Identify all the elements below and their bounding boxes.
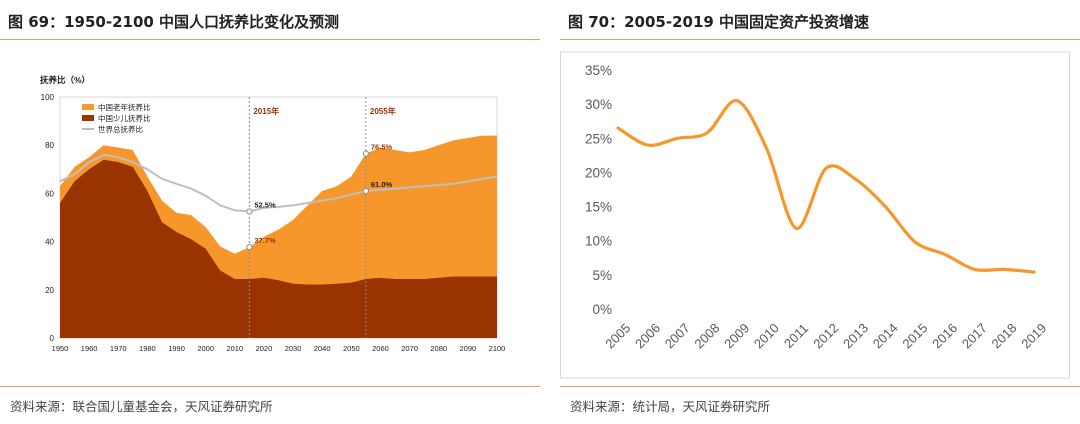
x-tick-label: 2100	[489, 344, 506, 353]
x-tick-label: 2018	[989, 320, 1020, 351]
y-tick-label: 100	[41, 93, 55, 102]
y-tick-label: 20%	[585, 165, 612, 180]
annotation-point	[246, 244, 253, 251]
x-tick-label: 2000	[197, 344, 214, 353]
x-tick-label: 1950	[52, 344, 69, 353]
x-tick-label: 2013	[840, 320, 871, 351]
annotation-point	[362, 187, 369, 195]
x-tick-label: 2060	[372, 344, 389, 353]
x-tick-label: 2030	[285, 344, 302, 353]
x-tick-label: 2020	[256, 344, 273, 353]
annotation-label: 76.5%	[371, 143, 393, 152]
legend-label: 中国老年抚养比	[98, 102, 151, 112]
left-figure-panel: 图 69：1950-2100 中国人口抚养比变化及预测 抚养比（%） 0 20 40 6…	[0, 13, 540, 414]
x-tick-label: 2010	[226, 344, 243, 353]
x-tick-label: 2006	[632, 320, 663, 351]
fixed-asset-investment-chart: 0%5%10%15%20%25%30%35%200520062007200820…	[560, 51, 1070, 379]
x-tick-label: 2005	[602, 320, 633, 351]
annotation-label: 61.0%	[371, 180, 393, 189]
y-tick-label: 0	[50, 334, 55, 343]
y-tick-label: 5%	[592, 268, 612, 283]
right-figure-source: 资料来源：统计局，天风证券研究所	[570, 399, 771, 414]
annotation-point	[362, 150, 369, 157]
y-tick-label: 0%	[592, 302, 612, 317]
y-tick-label: 40	[45, 238, 54, 247]
y-tick-label: 80	[45, 141, 54, 150]
x-tick-label: 2011	[781, 321, 811, 351]
left-title-rule	[0, 39, 540, 40]
x-tick-label: 2080	[430, 344, 447, 353]
x-tick-label: 2015	[899, 320, 930, 351]
x-tick-label: 2019	[1018, 320, 1049, 351]
x-tick-label: 2012	[810, 320, 841, 351]
y-axis-label: 抚养比（%）	[40, 75, 90, 85]
x-tick-label: 1980	[139, 344, 156, 353]
x-tick-label: 2090	[460, 344, 477, 353]
left-source-rule	[0, 386, 540, 387]
x-tick-label: 2014	[870, 320, 901, 351]
right-figure-panel: 图 70：2005-2019 中国固定资产投资增速 0% 5% 10% 15% 20% 2…	[560, 0, 1080, 424]
x-tick-label: 2070	[401, 344, 418, 353]
legend-swatch	[82, 115, 94, 121]
x-tick-label: 2009	[721, 320, 752, 351]
annotation-label: 37.7%	[254, 236, 276, 245]
x-tick-label: 2007	[662, 320, 693, 351]
year-marker-label: 2055年	[370, 106, 396, 116]
legend-label: 中国少儿抚养比	[98, 113, 151, 123]
x-tick-label: 1970	[110, 344, 127, 353]
x-tick-label: 2016	[929, 320, 960, 351]
left-figure-source: 资料来源：联合国儿童基金会，天风证券研究所	[10, 399, 273, 414]
x-tick-label: 1990	[168, 344, 185, 353]
chart-area-frame	[560, 51, 1070, 379]
year-marker-label: 2015年	[253, 106, 279, 116]
x-tick-label: 2040	[314, 344, 331, 353]
y-tick-label: 10%	[585, 234, 612, 249]
y-tick-label: 60	[45, 189, 54, 198]
right-figure-title: 图 70：2005-2019 中国固定资产投资增速	[568, 13, 870, 31]
x-tick-label: 2050	[343, 344, 360, 353]
left-figure-title: 图 69：1950-2100 中国人口抚养比变化及预测	[8, 13, 340, 31]
y-tick-label: 15%	[585, 200, 612, 215]
annotation-label: 52.5%	[254, 200, 276, 209]
y-tick-label: 25%	[585, 131, 612, 146]
legend-label: 世界总抚养比	[98, 124, 143, 134]
y-tick-label: 35%	[585, 63, 612, 78]
y-tick-label: 20	[45, 286, 54, 295]
right-source-rule	[560, 386, 1080, 387]
annotation-point	[246, 208, 253, 215]
child-dependency-area	[60, 159, 497, 338]
x-tick-label: 2017	[959, 320, 990, 351]
right-title-rule	[560, 39, 1080, 40]
world-dependency-line	[59, 153, 498, 213]
growth-rate-line	[616, 99, 1036, 274]
x-tick-label: 2008	[691, 320, 722, 351]
y-tick-label: 30%	[585, 97, 612, 112]
x-tick-label: 1960	[81, 344, 98, 353]
x-tick-label: 2010	[751, 320, 782, 351]
legend-swatch	[82, 104, 94, 110]
